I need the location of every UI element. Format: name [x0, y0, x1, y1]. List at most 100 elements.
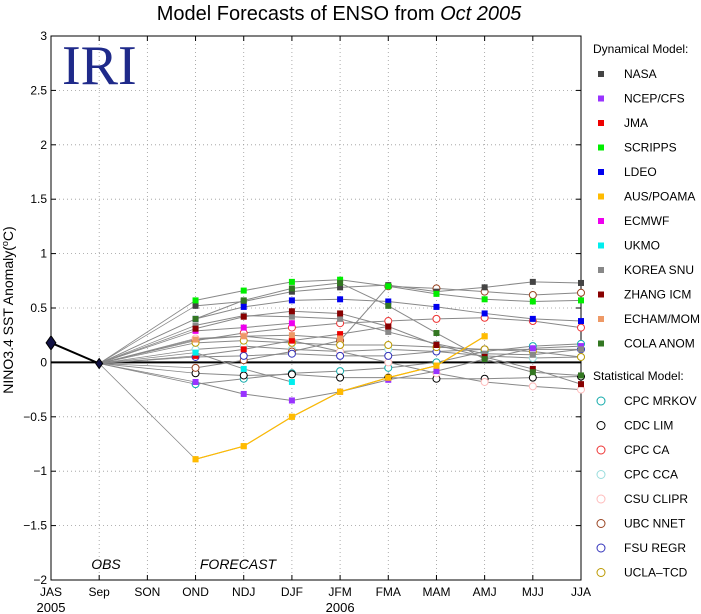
legend-item: UBC NNET: [596, 517, 686, 531]
data-point: [239, 371, 248, 380]
y-tick-label: 0.5: [30, 301, 47, 315]
legend-item: FSU REGR: [596, 541, 686, 555]
data-point: [337, 284, 344, 291]
legend-marker: [598, 218, 604, 224]
legend-item: NCEP/CFS: [598, 92, 685, 106]
data-point: [529, 345, 536, 352]
legend-marker: [598, 316, 604, 322]
legend: Dynamical Model: NASA NCEP/CFS JMA SCRIPPS LD…: [593, 42, 700, 580]
legend-marker: [598, 169, 604, 175]
grid-lines: [51, 36, 581, 580]
legend-label: CSU CLIPR: [624, 492, 688, 506]
data-point: [192, 297, 199, 304]
data-point: [577, 352, 585, 361]
data-point: [578, 297, 584, 304]
legend-label: CPC CCA: [624, 468, 678, 482]
y-tick-label: −0.5: [23, 410, 47, 424]
legend-marker: [596, 470, 606, 479]
forecast-connector: [99, 328, 196, 364]
forecast-connector: [98, 363, 196, 460]
data-point: [191, 363, 200, 372]
legend-marker: [596, 568, 606, 577]
data-point: [578, 381, 584, 388]
data-point: [529, 365, 536, 372]
data-point: [433, 362, 440, 369]
legend-marker: [598, 144, 604, 151]
data-point: [337, 276, 344, 283]
x-tick-label: JFM: [328, 585, 351, 599]
data-point: [288, 413, 295, 420]
data-point: [192, 315, 199, 322]
legend-marker: [598, 95, 604, 102]
data-point: [288, 308, 295, 315]
legend-marker: [598, 291, 604, 298]
x-tick-label: MJJ: [522, 585, 544, 599]
legend-label: NCEP/CFS: [624, 92, 685, 106]
legend-label: LDEO: [624, 165, 657, 179]
data-point: [577, 323, 585, 332]
x-tick-label: NDJ: [232, 585, 255, 599]
data-point: [240, 324, 247, 331]
y-tick-label: −1.5: [23, 519, 47, 533]
forecast-series: [98, 276, 585, 463]
legend-label: CPC MRKOV: [624, 394, 697, 408]
legend-dynamical-title: Dynamical Model:: [593, 42, 688, 56]
data-point: [529, 278, 536, 285]
chart-title: Model Forecasts of ENSO from Oct 2005: [157, 3, 522, 25]
legend-item: NASA: [598, 67, 657, 81]
data-point: [433, 290, 440, 297]
legend-item: LDEO: [598, 165, 657, 179]
data-point: [336, 367, 345, 376]
legend-item: CPC CA: [596, 443, 669, 457]
data-point: [240, 390, 247, 397]
data-point: [192, 302, 199, 309]
legend-label: FSU REGR: [624, 541, 686, 555]
legend-label: ECMWF: [624, 214, 669, 228]
data-point: [578, 279, 584, 286]
data-point: [288, 378, 295, 385]
y-tick-label: −2: [33, 573, 47, 587]
data-point: [337, 310, 344, 317]
data-point: [529, 298, 536, 305]
legend-label: UCLA–TCD: [624, 566, 688, 580]
data-point: [192, 336, 199, 343]
data-point: [288, 288, 295, 295]
data-point: [432, 314, 441, 323]
data-point: [192, 349, 199, 356]
data-point: [481, 310, 488, 317]
x-tick-label: JAS: [40, 585, 62, 599]
data-point: [480, 377, 489, 386]
data-point: [337, 296, 344, 303]
data-point: [481, 284, 488, 291]
data-point: [240, 333, 247, 340]
legend-label: KOREA SNU: [624, 263, 694, 277]
chart-title-prefix: Model Forecasts of ENSO from: [157, 3, 440, 25]
data-point: [288, 313, 295, 320]
legend-item: ECHAM/MOM: [598, 312, 700, 326]
series-cola-anom: [192, 279, 584, 379]
data-point: [336, 351, 345, 360]
data-point: [240, 346, 247, 353]
svg-text:Model Forecasts of ENSO from O: Model Forecasts of ENSO from Oct 2005: [157, 3, 522, 25]
series-ukmo: [192, 349, 295, 385]
legend-item: UKMO: [598, 239, 660, 253]
forecast-connector: [99, 356, 196, 364]
legend-item: CPC MRKOV: [596, 394, 697, 408]
series-echam-mom: [192, 332, 344, 343]
data-point: [481, 350, 488, 357]
legend-label: CDC LIM: [624, 419, 673, 433]
legend-label: UBC NNET: [624, 517, 686, 531]
legend-marker: [598, 193, 604, 200]
data-point: [433, 330, 440, 337]
data-point: [384, 351, 393, 360]
forecast-connector: [99, 348, 196, 364]
data-point: [239, 351, 248, 360]
forecast-connector: [99, 325, 196, 364]
legend-item: AUS/POAMA: [598, 190, 695, 204]
legend-marker: [598, 120, 604, 126]
legend-label: COLA ANOM: [624, 337, 695, 351]
legend-item: UCLA–TCD: [596, 566, 688, 580]
data-point: [288, 285, 295, 292]
y-tick-label: 2.5: [30, 83, 47, 97]
x-tick-label: AMJ: [473, 585, 497, 599]
